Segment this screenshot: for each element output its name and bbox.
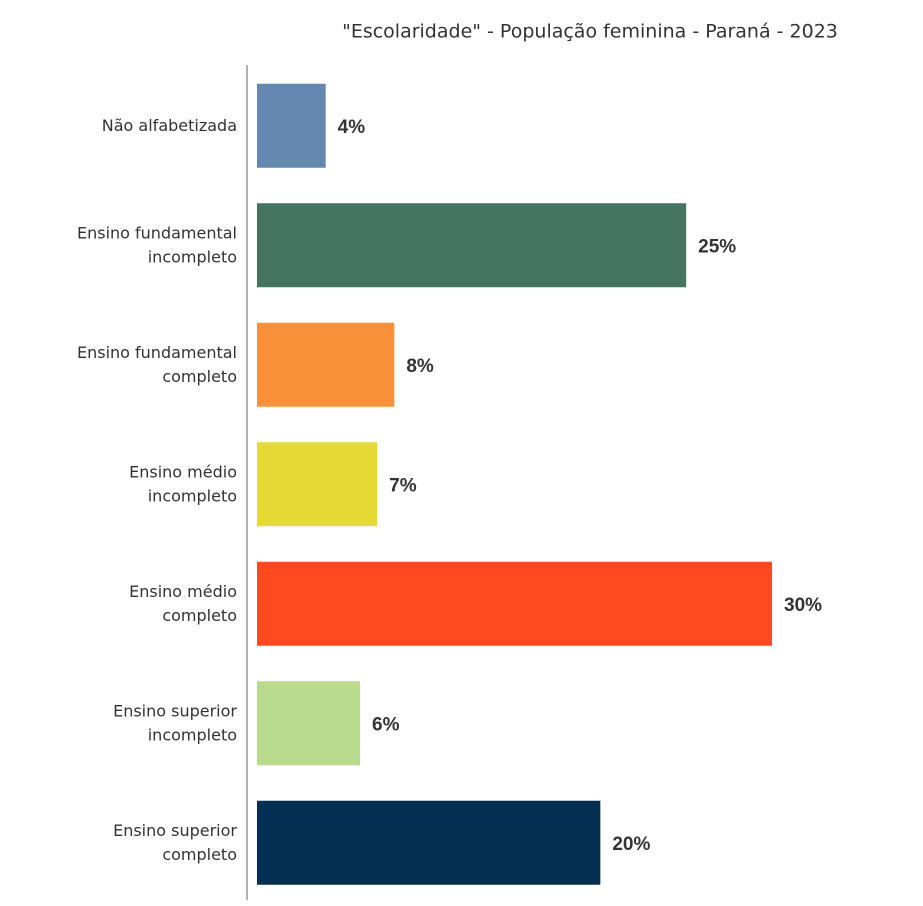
category-label: Ensino fundamental incompleto xyxy=(77,223,237,266)
category-label: Ensino fundamental completo xyxy=(77,342,237,385)
bar xyxy=(257,83,326,168)
category-label: Ensino superior incompleto xyxy=(113,701,237,744)
value-label: 6% xyxy=(372,714,400,735)
category-label: Ensino médio incompleto xyxy=(129,462,237,505)
bar xyxy=(257,442,378,527)
bar xyxy=(257,322,395,407)
value-label: 4% xyxy=(338,117,366,138)
value-label: 30% xyxy=(784,595,822,616)
value-label: 8% xyxy=(406,356,434,377)
value-label: 25% xyxy=(698,236,736,257)
bar xyxy=(257,681,360,766)
bar xyxy=(257,561,772,646)
category-label: Ensino médio completo xyxy=(129,581,237,624)
category-label: Não alfabetizada xyxy=(102,115,237,134)
category-label: Ensino superior completo xyxy=(113,820,237,863)
bar xyxy=(257,800,601,885)
bar xyxy=(257,203,687,288)
value-label: 7% xyxy=(389,475,417,496)
chart-title: "Escolaridade" - População feminina - Pa… xyxy=(342,21,838,43)
value-label: 20% xyxy=(612,834,650,855)
